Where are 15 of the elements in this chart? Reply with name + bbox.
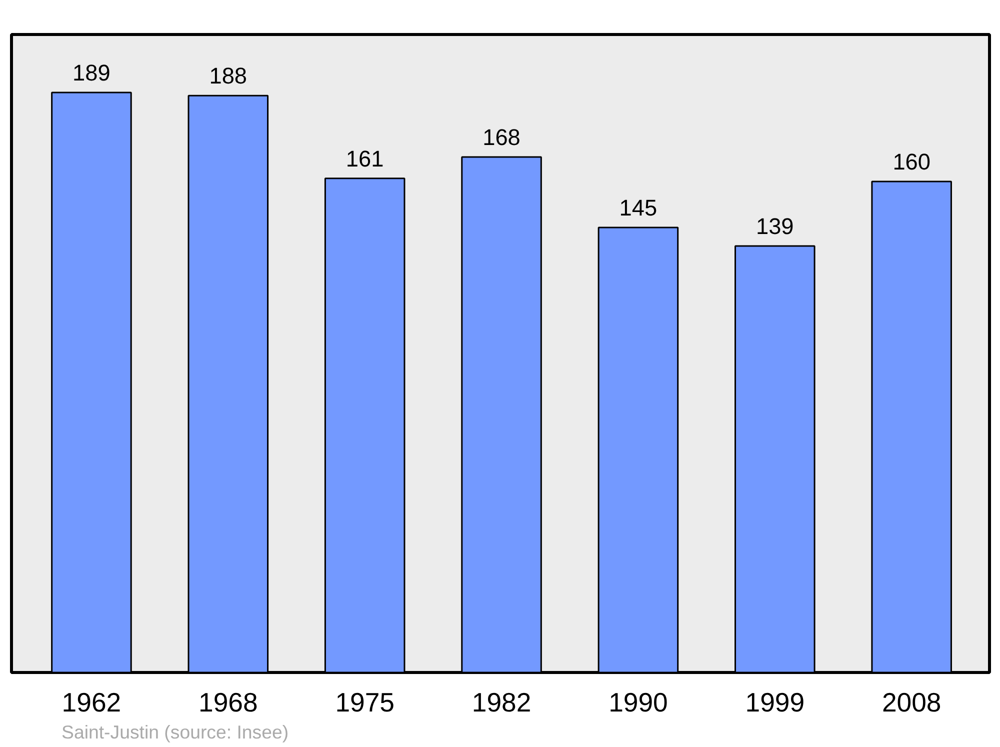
- data-label: 188: [209, 62, 248, 89]
- data-label: 189: [72, 60, 110, 86]
- x-tick-label: 1962: [62, 688, 122, 718]
- x-tick-label: 2008: [882, 688, 942, 718]
- data-label: 160: [892, 148, 930, 174]
- data-label: 145: [619, 194, 658, 221]
- x-tick-label: 1999: [745, 688, 805, 718]
- data-label: 168: [482, 124, 520, 150]
- x-tick-label: 1982: [472, 688, 532, 718]
- x-tick-label: 1968: [198, 688, 258, 718]
- x-tick-label: 1975: [335, 688, 394, 718]
- x-tick-label: 1990: [608, 688, 668, 718]
- data-label: 161: [346, 145, 384, 172]
- text: Saint-Justin (source: Insee): [62, 722, 289, 742]
- data-label: 139: [756, 212, 794, 239]
